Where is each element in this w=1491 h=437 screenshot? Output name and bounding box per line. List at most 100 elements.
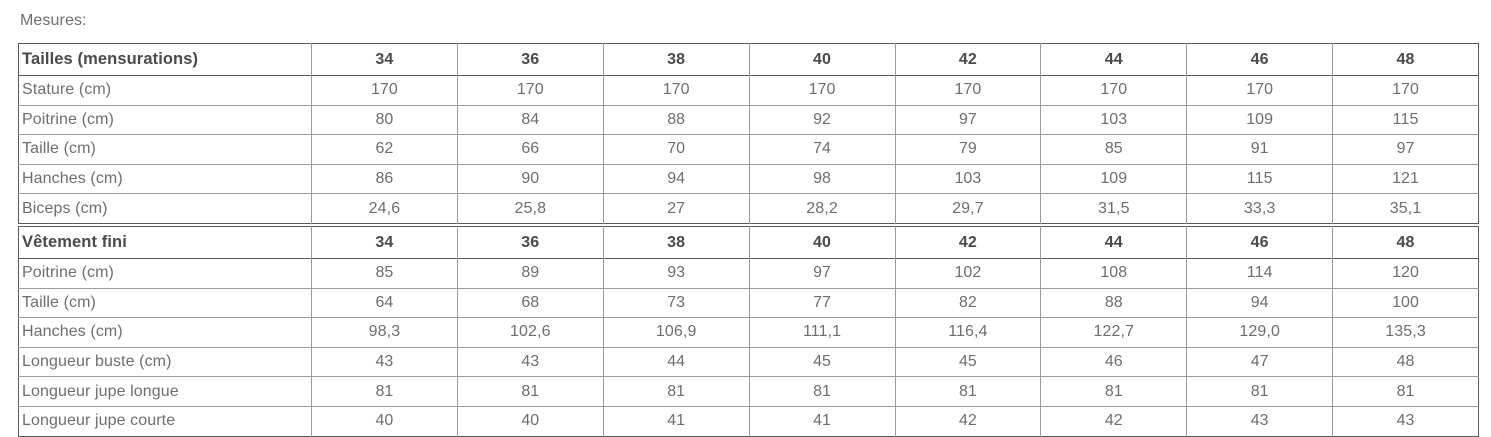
row-label: Biceps (cm) [18, 193, 312, 224]
header-cell-size: 42 [894, 226, 1041, 259]
data-cell: 120 [1332, 258, 1479, 289]
data-cell: 170 [311, 75, 458, 106]
data-cell: 44 [602, 346, 750, 377]
data-cell: 89 [456, 258, 604, 289]
data-cell: 115 [1186, 163, 1333, 194]
table-row: Hanches (cm) 98,3 102,6 106,9 111,1 116,… [18, 317, 1479, 348]
header-cell-size: 42 [894, 43, 1041, 76]
data-cell: 68 [456, 287, 604, 318]
data-cell: 41 [602, 405, 750, 437]
table-body: Stature (cm) 170 170 170 170 170 170 170… [18, 75, 1479, 224]
header-cell-size: 44 [1040, 43, 1187, 76]
data-cell: 28,2 [748, 193, 895, 224]
data-cell: 86 [311, 163, 458, 194]
row-label: Longueur buste (cm) [18, 346, 312, 377]
data-cell: 81 [456, 376, 604, 407]
table-row: Stature (cm) 170 170 170 170 170 170 170… [19, 75, 1479, 106]
data-cell: 106,9 [602, 317, 750, 348]
data-cell: 81 [1186, 376, 1333, 407]
table-row: Biceps (cm) 24,6 25,8 27 28,2 29,7 31,5 … [18, 193, 1479, 224]
data-cell: 62 [311, 134, 458, 165]
data-cell: 116,4 [894, 317, 1041, 348]
table-header: Tailles (mensurations) 34 36 38 40 42 44… [18, 43, 1479, 76]
data-cell: 82 [894, 287, 1041, 318]
data-cell: 66 [456, 134, 604, 165]
table-row: Taille (cm) 62 66 70 74 79 85 91 97 [18, 134, 1479, 165]
header-cell-size: 40 [748, 43, 895, 76]
data-cell: 47 [1186, 346, 1333, 377]
data-cell: 102 [894, 258, 1041, 289]
data-cell: 170 [748, 75, 895, 106]
data-cell: 81 [1332, 376, 1479, 407]
header-cell-label: Vêtement fini [22, 233, 127, 251]
data-cell: 33,3 [1186, 193, 1333, 224]
header-cell-size: 36 [456, 43, 604, 76]
header-cell-size: 34 [311, 43, 458, 76]
row-label: Taille (cm) [18, 134, 312, 165]
data-cell: 100 [1332, 287, 1479, 318]
data-cell: 170 [456, 75, 604, 106]
data-cell: 103 [1040, 104, 1187, 135]
data-cell: 35,1 [1332, 193, 1479, 224]
data-cell: 129,0 [1186, 317, 1333, 348]
data-cell: 170 [1040, 75, 1187, 106]
data-cell: 111,1 [748, 317, 895, 348]
data-cell: 170 [1332, 75, 1479, 106]
header-cell-size: 38 [602, 43, 750, 76]
data-cell: 97 [894, 104, 1041, 135]
data-cell: 92 [748, 104, 895, 135]
header-cell-label: Tailles (mensurations) [22, 50, 199, 68]
data-cell: 90 [456, 163, 604, 194]
header-cell-size: 46 [1186, 226, 1333, 259]
page-title: Mesures: [20, 12, 87, 29]
header-cell-size: 48 [1332, 43, 1479, 76]
data-cell: 80 [311, 104, 458, 135]
data-cell: 43 [1332, 405, 1479, 437]
row-label: Hanches (cm) [18, 317, 312, 348]
data-cell: 108 [1040, 258, 1187, 289]
data-cell: 94 [602, 163, 750, 194]
table-row: Poitrine (cm) 80 84 88 92 97 103 109 115 [18, 104, 1479, 135]
data-cell: 85 [1040, 134, 1187, 165]
table-row: Poitrine (cm) 85 89 93 97 102 108 114 12… [19, 258, 1479, 289]
table-body: Poitrine (cm) 85 89 93 97 102 108 114 12… [18, 258, 1479, 437]
header-cell-size: 46 [1186, 43, 1333, 76]
data-cell: 135,3 [1332, 317, 1479, 348]
row-label: Stature (cm) [22, 81, 112, 99]
data-cell: 24,6 [311, 193, 458, 224]
measurements-table: Tailles (mensurations) 34 36 38 40 42 44… [18, 43, 1479, 224]
data-cell: 84 [456, 104, 604, 135]
header-cell-size: 48 [1332, 226, 1479, 259]
data-cell: 48 [1332, 346, 1479, 377]
finished-garment-table: Vêtement fini 34 36 38 40 42 44 46 48 Po… [18, 226, 1479, 437]
data-cell: 109 [1186, 104, 1333, 135]
header-cell-size: 40 [748, 226, 895, 259]
data-cell: 81 [1040, 376, 1187, 407]
data-cell: 97 [1332, 134, 1479, 165]
header-cell-size: 36 [456, 226, 604, 259]
data-cell: 103 [894, 163, 1041, 194]
data-cell: 81 [311, 376, 458, 407]
data-cell: 27 [602, 193, 750, 224]
data-cell: 29,7 [894, 193, 1041, 224]
data-cell: 81 [748, 376, 895, 407]
data-cell: 98,3 [311, 317, 458, 348]
row-label: Taille (cm) [18, 287, 312, 318]
data-cell: 115 [1332, 104, 1479, 135]
data-cell: 42 [894, 405, 1041, 437]
data-cell: 93 [602, 258, 750, 289]
table-row: Taille (cm) 64 68 73 77 82 88 94 100 [18, 287, 1479, 318]
row-label: Hanches (cm) [18, 163, 312, 194]
data-cell: 97 [748, 258, 895, 289]
data-cell: 45 [894, 346, 1041, 377]
data-cell: 88 [602, 104, 750, 135]
data-cell: 79 [894, 134, 1041, 165]
row-label: Longueur jupe courte [18, 405, 312, 437]
data-cell: 94 [1186, 287, 1333, 318]
data-cell: 91 [1186, 134, 1333, 165]
data-cell: 74 [748, 134, 895, 165]
row-label: Poitrine (cm) [18, 104, 312, 135]
data-cell: 40 [311, 405, 458, 437]
row-label: Longueur jupe longue [18, 376, 312, 407]
